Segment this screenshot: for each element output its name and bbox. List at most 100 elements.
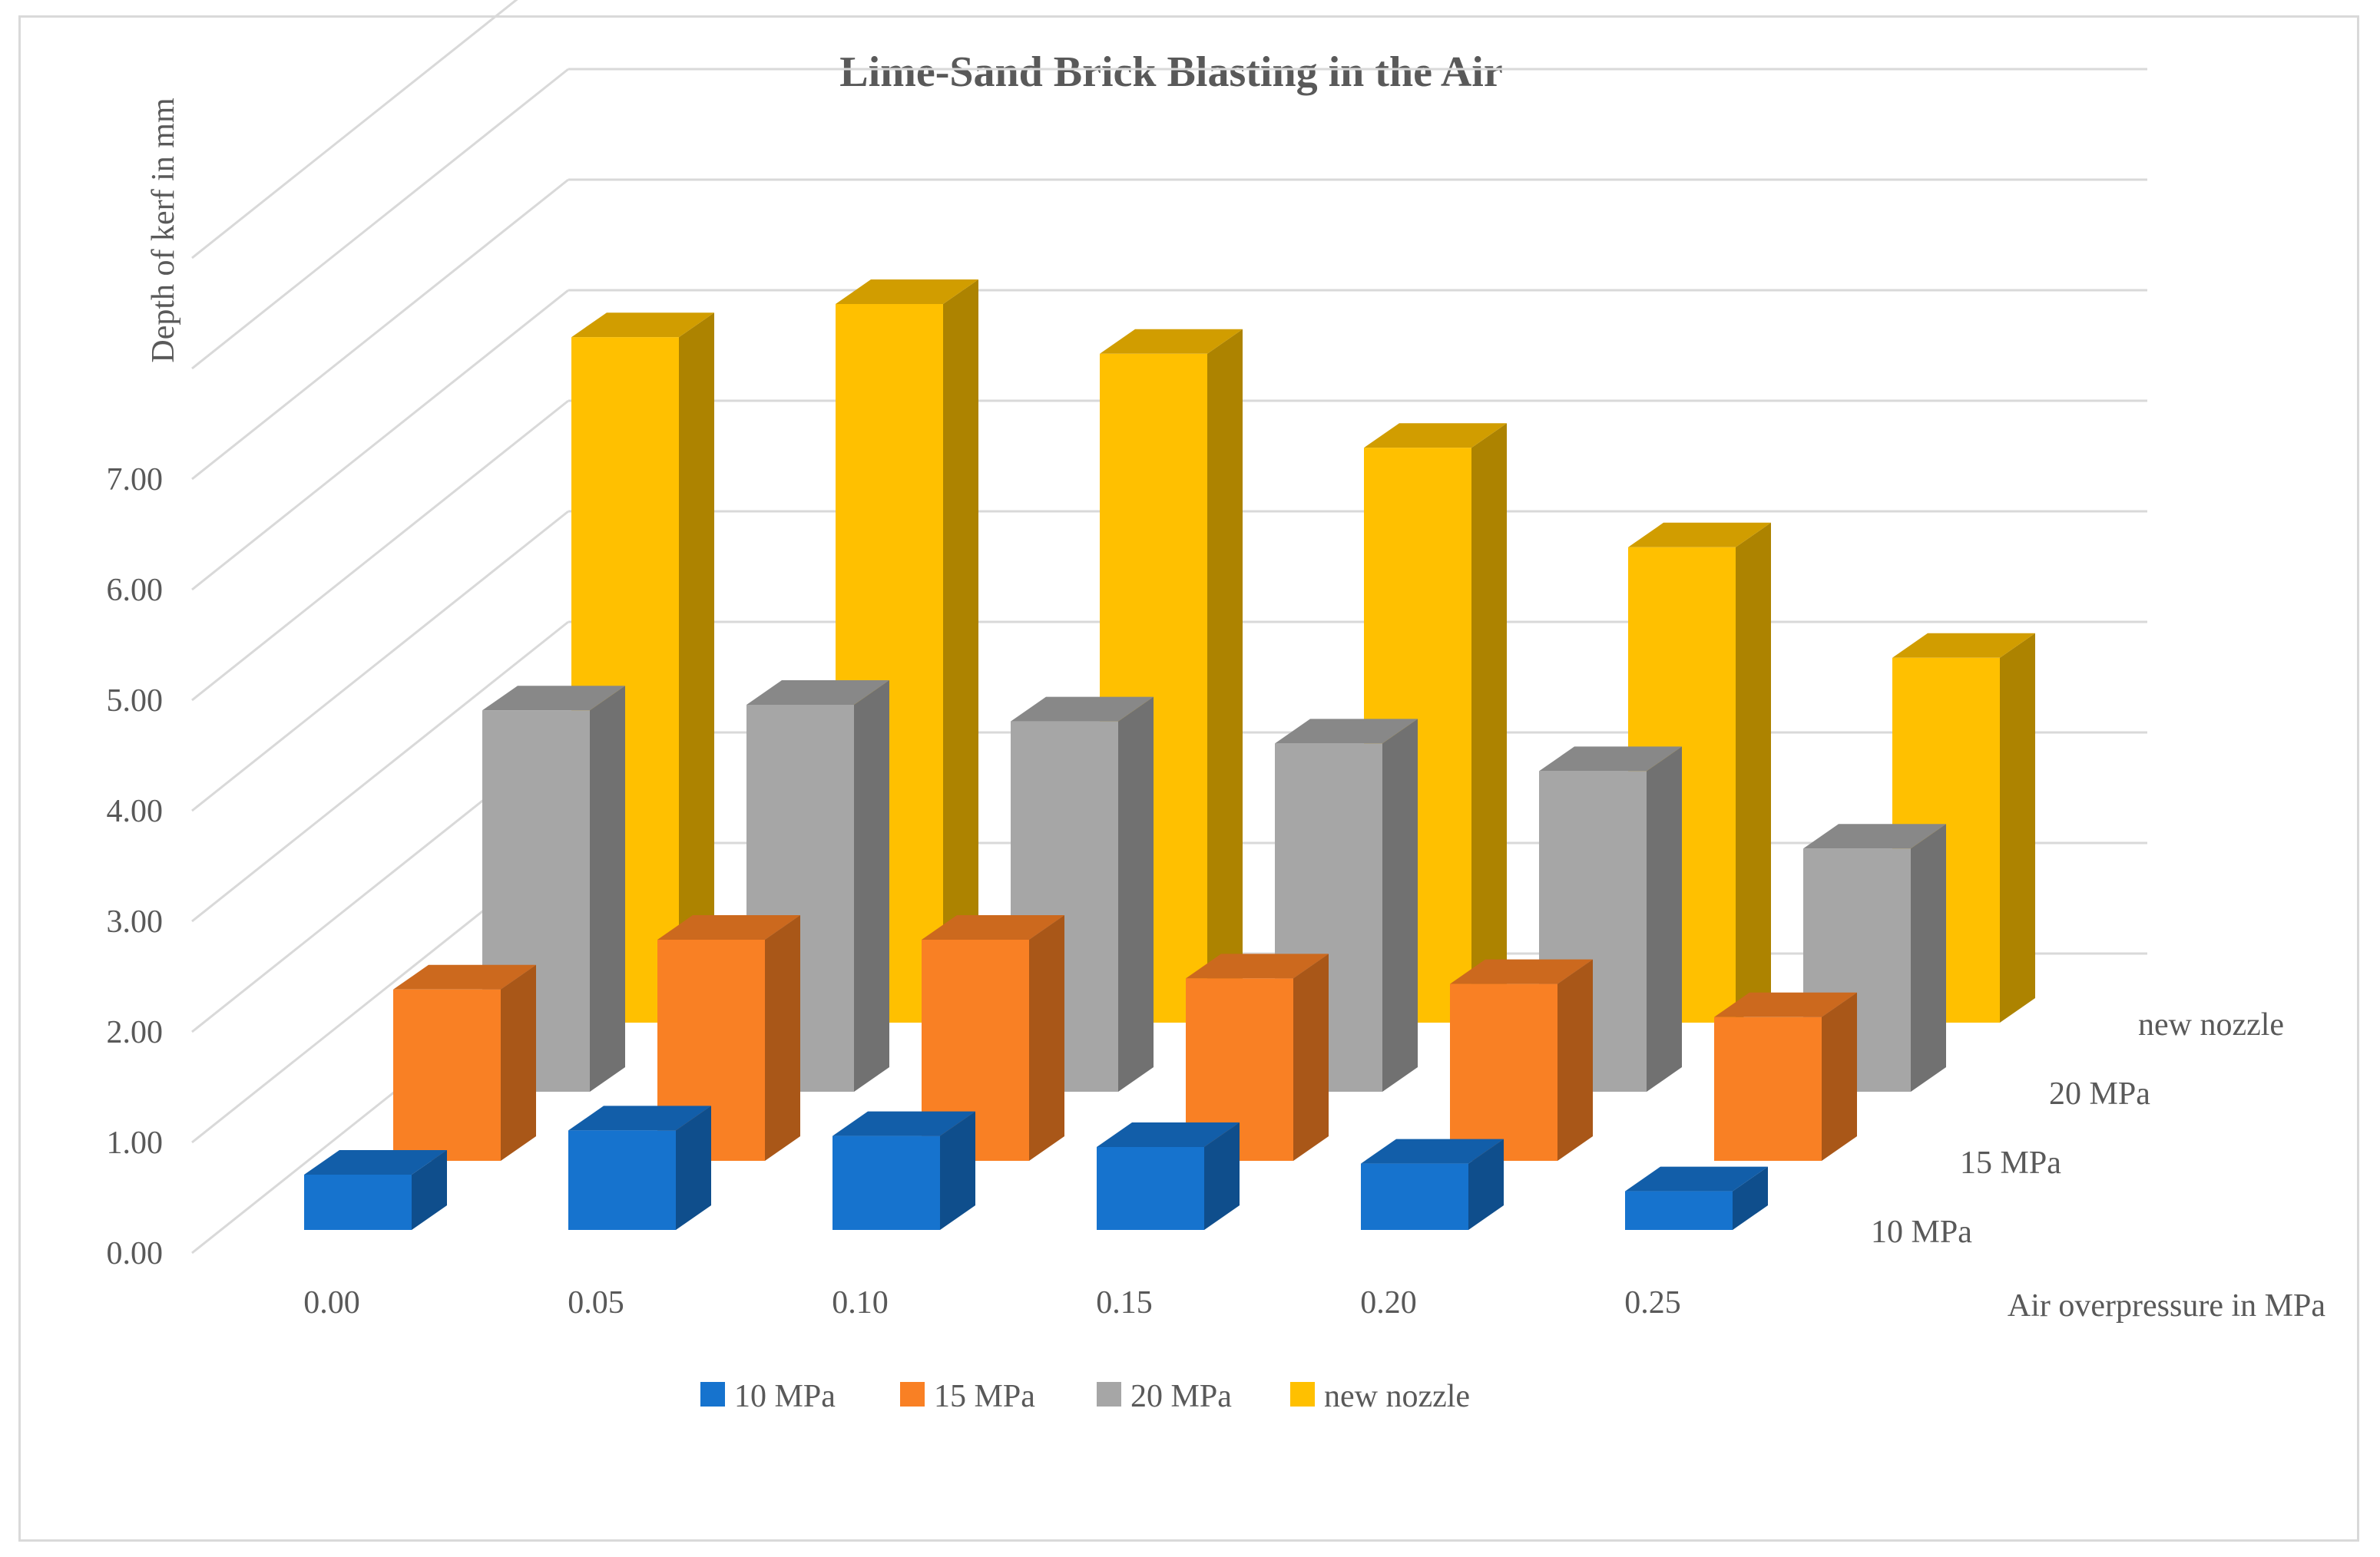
bar-side	[1207, 329, 1243, 1023]
legend-label: new nozzle	[1324, 1379, 1470, 1414]
bars	[304, 279, 2035, 1230]
x-tick-label: 0.15	[1096, 1285, 1153, 1321]
gridline-depth	[191, 399, 569, 702]
bar-top	[304, 1150, 447, 1175]
gridline-depth	[191, 620, 569, 923]
chart-title: Lime-Sand Brick Blasting in the Air	[839, 48, 1502, 96]
y-tick-label: 1.00	[107, 1126, 164, 1161]
bar-top	[1275, 719, 1418, 744]
bar-top	[746, 680, 889, 705]
legend-item: 20 MPa	[1097, 1379, 1232, 1414]
bar-side	[1736, 522, 1771, 1023]
bar-side	[1822, 992, 1857, 1161]
y-tick-label: 6.00	[107, 573, 164, 608]
bar-side	[1733, 1166, 1768, 1230]
gridline-depth	[191, 289, 569, 591]
bar-top	[1011, 696, 1154, 722]
bar-top	[1364, 423, 1507, 448]
bar-side	[412, 1150, 447, 1230]
bar-front	[833, 1136, 940, 1230]
gridline-depth	[191, 0, 518, 260]
y-axis-label: Depth of kerf in mm	[146, 98, 181, 363]
bar-side	[1293, 954, 1329, 1161]
bar-top	[1100, 329, 1243, 354]
legend-item: 15 MPa	[900, 1379, 1035, 1414]
bar-side	[2000, 633, 2035, 1023]
bar-top	[922, 915, 1064, 940]
bar-top	[1539, 746, 1682, 772]
depth-label: 20 MPa	[2049, 1076, 2150, 1112]
bar-front	[1097, 1147, 1204, 1230]
x-axis-label: Air overpressure in MPa	[2008, 1288, 2325, 1324]
bar-top	[836, 279, 978, 304]
legend-label: 15 MPa	[934, 1379, 1035, 1414]
bar-front	[1625, 1191, 1733, 1230]
bar-top	[482, 686, 625, 711]
bar-side	[1029, 915, 1064, 1161]
bar-side	[1204, 1122, 1240, 1230]
bar-top	[1892, 633, 2035, 658]
legend-swatch	[1097, 1382, 1121, 1407]
bar-side	[676, 1106, 711, 1230]
bar-10-mpa-0.00	[304, 1150, 447, 1230]
bar-top	[1625, 1166, 1768, 1192]
bar-side	[1382, 719, 1418, 1092]
bar-front	[1361, 1163, 1468, 1230]
bar-15-mpa-0.00	[393, 964, 536, 1161]
bar-side	[501, 964, 536, 1161]
bar-side	[590, 686, 625, 1092]
y-tick-label: 5.00	[107, 683, 164, 719]
bar-front	[568, 1130, 676, 1230]
bar-side	[1911, 824, 1946, 1092]
bar-15-mpa-0.20	[1450, 959, 1593, 1161]
bar-top	[1450, 959, 1593, 984]
bar-10-mpa-0.15	[1097, 1122, 1240, 1230]
bar-10-mpa-0.05	[568, 1106, 711, 1230]
bar-top	[1628, 522, 1771, 547]
y-tick-label: 3.00	[107, 904, 164, 940]
legend-label: 10 MPa	[734, 1379, 836, 1414]
bar-top	[1097, 1122, 1240, 1147]
bar-10-mpa-0.10	[833, 1111, 975, 1230]
x-tick-label: 0.00	[303, 1285, 360, 1321]
bar-15-mpa-0.25	[1714, 992, 1857, 1161]
bar-top	[1714, 992, 1857, 1017]
bar-side	[1118, 696, 1154, 1092]
y-tick-label: 4.00	[107, 794, 164, 829]
x-tick-label: 0.05	[568, 1285, 624, 1321]
bar-side	[854, 680, 889, 1092]
gridline-depth	[191, 68, 569, 370]
legend: 10 MPa 15 MPa 20 MPa new nozzle	[700, 1379, 1470, 1414]
y-tick-label: 2.00	[107, 1015, 164, 1050]
y-tick-label: 0.00	[107, 1236, 164, 1271]
legend-item: 10 MPa	[700, 1379, 836, 1414]
bar-front	[304, 1175, 412, 1230]
depth-label: 15 MPa	[1960, 1145, 2061, 1181]
bar-top	[1361, 1139, 1504, 1164]
x-axis-ticks: 0.00 0.05 0.10 0.15 0.20 0.25	[303, 1285, 1681, 1321]
bar-top	[568, 1106, 711, 1131]
depth-label: 10 MPa	[1871, 1215, 1972, 1250]
legend-swatch	[1290, 1382, 1315, 1407]
legend-swatch	[700, 1382, 725, 1407]
legend-swatch	[900, 1382, 925, 1407]
x-tick-label: 0.25	[1624, 1285, 1681, 1321]
bar-front	[1450, 983, 1557, 1161]
x-tick-label: 0.10	[832, 1285, 889, 1321]
bar-side	[943, 279, 978, 1023]
bar-10-mpa-0.25	[1625, 1166, 1768, 1230]
bar-top	[1186, 954, 1329, 979]
bar-top	[1803, 824, 1946, 849]
bar-side	[1471, 423, 1507, 1023]
depth-axis-labels: 10 MPa 15 MPa 20 MPa new nozzle	[1871, 1007, 2284, 1250]
bar-side	[1468, 1139, 1504, 1230]
bar-top	[657, 915, 800, 940]
bar-top	[393, 964, 536, 990]
y-tick-label: 7.00	[107, 462, 164, 498]
bar-side	[1557, 959, 1593, 1161]
bar-side	[679, 312, 714, 1023]
bar-front	[1714, 1017, 1822, 1161]
bar-front	[393, 989, 501, 1161]
bar-side	[1647, 746, 1682, 1092]
